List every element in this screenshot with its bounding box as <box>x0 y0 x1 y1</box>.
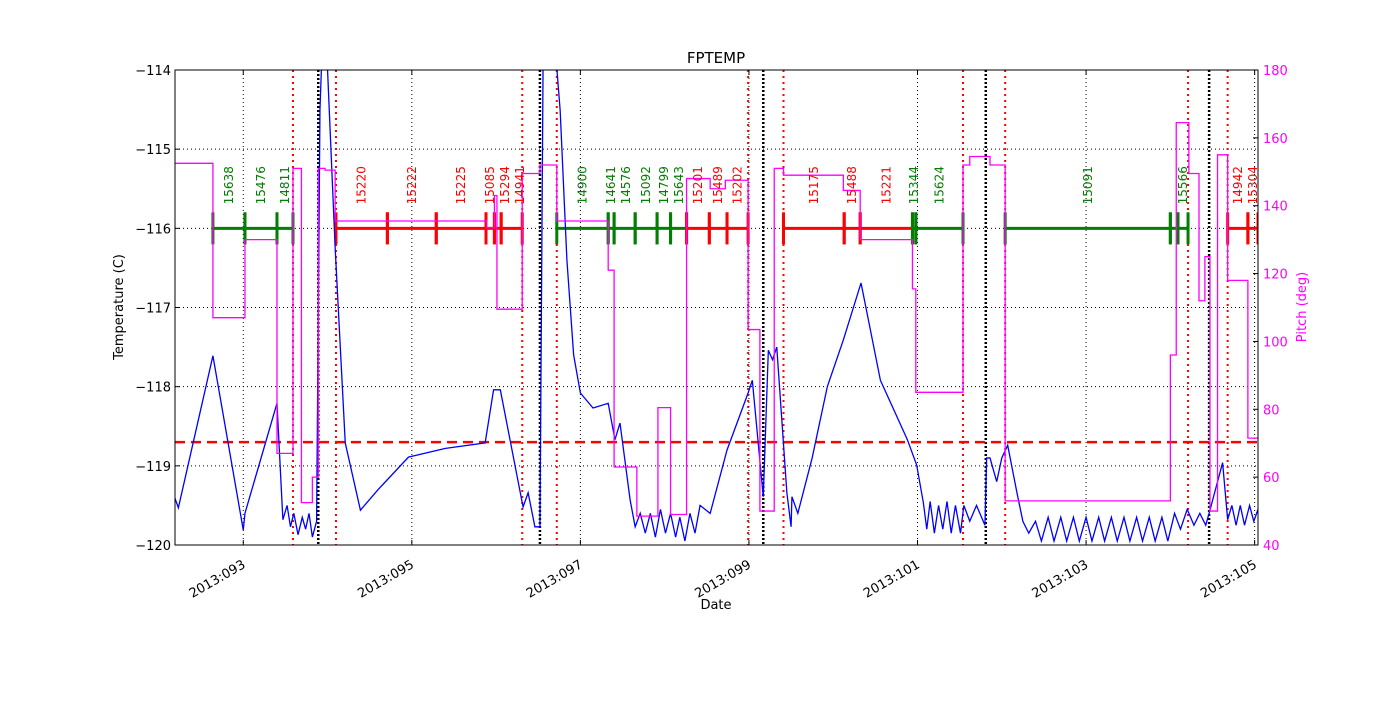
obsid-label: 15489 <box>711 166 725 204</box>
y2-tick-label: 100 <box>1263 335 1288 350</box>
y-tick-label: −117 <box>135 302 171 317</box>
y-tick-label: −114 <box>135 64 171 79</box>
x-tick-label: 2013:093 <box>187 557 248 601</box>
y2-tick-label: 160 <box>1263 132 1288 147</box>
obsid-label: 15085 <box>483 166 497 204</box>
obsid-label: 14799 <box>657 166 671 204</box>
temperature-series-line <box>175 70 1258 544</box>
grid <box>175 69 1258 546</box>
obsid-label: 15225 <box>454 166 468 204</box>
obsid-labels: 15638 15476 14811 15220 15222 15225 15085 15294… <box>222 166 1260 204</box>
y2-tick-label: 120 <box>1263 268 1288 283</box>
y-axis-label: Temperature (C) <box>112 254 127 361</box>
x-tick-label: 2013:101 <box>861 557 922 601</box>
obsid-label: 15201 <box>691 166 705 204</box>
x-tick-label: 2013:099 <box>693 557 754 601</box>
obsid-label: 15092 <box>639 166 653 204</box>
y-tick-label: −120 <box>135 539 171 554</box>
y-tick-label: −115 <box>135 143 171 158</box>
obsid-label: 15304 <box>1246 166 1260 204</box>
obsid-label: 15624 <box>932 166 946 204</box>
pitch-series-line <box>175 121 1258 517</box>
obsid-label: 14941 <box>513 166 527 204</box>
obsid-label: 15091 <box>1081 166 1095 204</box>
y2-tick-label: 40 <box>1263 539 1280 554</box>
obsid-label: 15476 <box>254 166 268 204</box>
obsid-label: 15175 <box>807 166 821 204</box>
obsid-label: 15222 <box>405 166 419 204</box>
obsid-label: 14641 <box>604 166 618 204</box>
obsid-label: 15488 <box>845 166 859 204</box>
axes: 2013:093 2013:095 2013:097 2013:099 2013:101… <box>135 64 1288 602</box>
obsid-label: 15344 <box>907 166 921 204</box>
y2-axis-label: Pitch (deg) <box>1295 272 1310 342</box>
y-tick-label: −116 <box>135 222 171 237</box>
x-tick-label: 2013:095 <box>355 557 416 601</box>
x-tick-label: 2013:097 <box>524 557 585 601</box>
y-tick-label: −118 <box>135 381 171 396</box>
plot-marks <box>175 70 1258 545</box>
obsid-label: 15221 <box>879 166 893 204</box>
x-tick-label: 2013:105 <box>1198 557 1259 601</box>
obsid-label: 15566 <box>1176 166 1190 204</box>
y-tick-label: −119 <box>135 460 171 475</box>
obsid-label: 14576 <box>619 166 633 204</box>
obsid-label: 15202 <box>731 166 745 204</box>
obsid-label: 15294 <box>498 166 512 204</box>
obsid-label: 14900 <box>575 166 589 204</box>
y2-tick-label: 80 <box>1263 403 1280 418</box>
obsid-label: 15643 <box>672 166 686 204</box>
y2-tick-label: 60 <box>1263 471 1280 486</box>
y2-tick-label: 180 <box>1263 64 1288 79</box>
x-axis-label: Date <box>700 598 731 613</box>
chart-title: FPTEMP <box>687 49 745 67</box>
obsid-label: 15220 <box>355 166 369 204</box>
y2-tick-label: 140 <box>1263 200 1288 215</box>
obsid-label: 15638 <box>222 166 236 204</box>
obsid-label: 14942 <box>1231 166 1245 204</box>
obsid-label: 14811 <box>278 166 292 204</box>
x-tick-label: 2013:103 <box>1030 557 1091 601</box>
